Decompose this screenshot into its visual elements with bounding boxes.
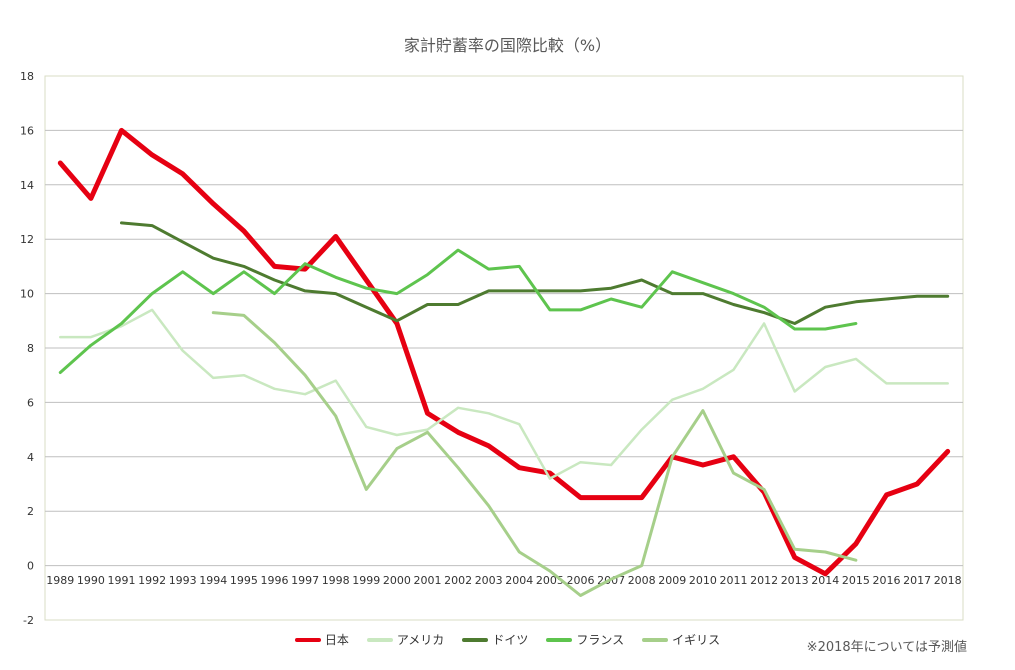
legend-item: ドイツ — [462, 631, 528, 648]
x-tick-label: 1989 — [46, 574, 74, 587]
x-tick-label: 1992 — [138, 574, 166, 587]
x-tick-label: 2018 — [934, 574, 962, 587]
legend-swatch — [642, 637, 669, 642]
y-tick-label: 14 — [20, 179, 34, 192]
legend-swatch — [366, 637, 393, 642]
x-tick-label: 2009 — [658, 574, 686, 587]
legend-label: フランス — [576, 633, 625, 647]
legend-item: 日本 — [294, 631, 349, 648]
x-tick-label: 1993 — [169, 574, 197, 587]
y-tick-label: 2 — [27, 505, 34, 518]
x-tick-label: 2013 — [781, 574, 809, 587]
y-tick-label: 0 — [27, 560, 34, 573]
series-line — [120, 221, 950, 325]
x-tick-label: 2000 — [383, 574, 411, 587]
chart-title: 家計貯蓄率の国際比較（%） — [403, 36, 612, 55]
x-tick-label: 1991 — [108, 574, 136, 587]
x-tick-label: 2016 — [873, 574, 901, 587]
y-tick-label: 8 — [27, 342, 34, 355]
legend-label: イギリス — [672, 633, 721, 647]
legend-item: フランス — [546, 631, 624, 648]
x-tick-label: 2001 — [414, 574, 442, 587]
y-tick-label: 16 — [20, 124, 34, 137]
legend-swatch — [546, 637, 573, 642]
series-line — [58, 248, 858, 374]
y-tick-label: 4 — [27, 451, 34, 464]
series-line — [59, 308, 949, 480]
y-tick-label: 18 — [20, 70, 34, 83]
x-tick-label: 2008 — [628, 574, 656, 587]
series-line — [211, 311, 858, 597]
legend-label: 日本 — [324, 633, 349, 647]
x-tick-label: 2017 — [903, 574, 931, 587]
legend-swatch — [462, 637, 489, 642]
series-line — [57, 127, 951, 577]
y-tick-label: -2 — [23, 614, 34, 627]
x-tick-label: 1996 — [261, 574, 289, 587]
x-tick-label: 2011 — [720, 574, 748, 587]
legend-item: アメリカ — [366, 631, 445, 648]
x-tick-label: 2006 — [567, 574, 595, 587]
legend-label: ドイツ — [492, 633, 529, 647]
y-tick-label: 6 — [27, 396, 34, 409]
x-tick-label: 2012 — [750, 574, 778, 587]
x-tick-label: 2004 — [505, 574, 533, 587]
legend-label: アメリカ — [396, 633, 445, 647]
y-tick-label: 12 — [20, 233, 34, 246]
x-tick-label: 1997 — [291, 574, 319, 587]
x-tick-label: 2003 — [475, 574, 503, 587]
x-tick-label: 1999 — [352, 574, 380, 587]
x-tick-label: 2010 — [689, 574, 717, 587]
x-tick-label: 2014 — [811, 574, 839, 587]
chart-legend: 日本 アメリカ ドイツ フランス イギリス — [0, 631, 1015, 648]
x-tick-label: 1995 — [230, 574, 258, 587]
x-tick-label: 1990 — [77, 574, 105, 587]
footnote: ※2018年については予測値 — [806, 640, 967, 655]
x-tick-label: 2015 — [842, 574, 870, 587]
legend-swatch — [294, 637, 321, 642]
x-tick-label: 1998 — [322, 574, 350, 587]
legend-item: イギリス — [642, 631, 720, 648]
y-tick-label: 10 — [20, 288, 34, 301]
x-tick-label: 1994 — [199, 574, 227, 587]
x-tick-label: 2002 — [444, 574, 472, 587]
